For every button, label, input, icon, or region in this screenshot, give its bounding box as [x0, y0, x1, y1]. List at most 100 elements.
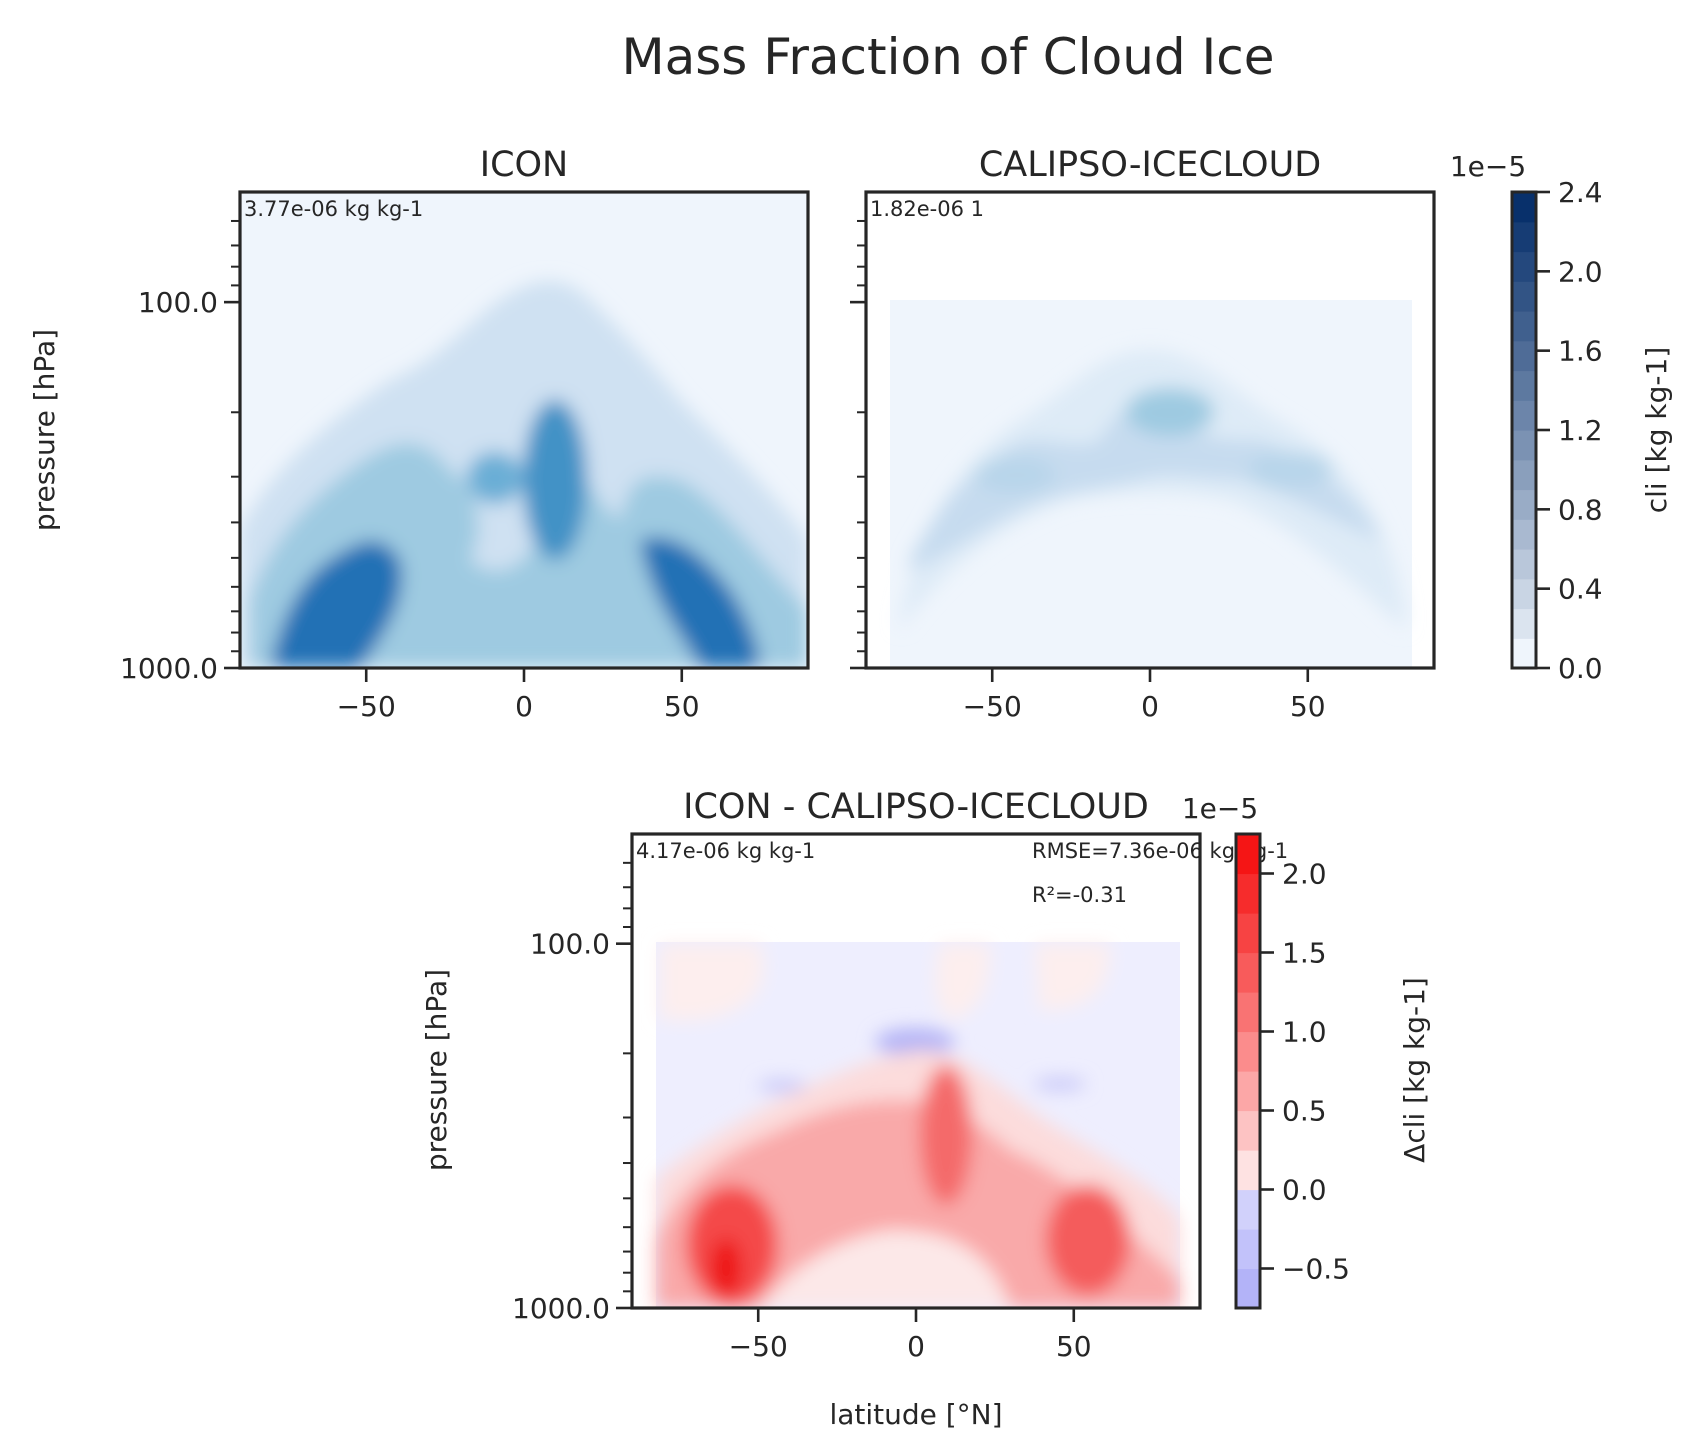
- colorbar-cli-cell: [1512, 400, 1536, 431]
- panel-difference-title: ICON - CALIPSO-ICECLOUD: [683, 787, 1149, 827]
- panel-difference-xlabel: latitude [°N]: [829, 1398, 1002, 1431]
- panel-difference-frame: [630, 832, 1202, 1310]
- colorbar-dcli-cells: [1236, 834, 1260, 1309]
- colorbar-dcli-tick-label: 2.0: [1282, 858, 1327, 891]
- x-tick-label: 0: [907, 1330, 925, 1363]
- colorbar-cli-tick-label: 1.2: [1558, 414, 1603, 447]
- x-tick-label: 50: [1290, 690, 1326, 723]
- colorbar-cli-cell: [1512, 370, 1536, 401]
- panel-calipso-title: CALIPSO-ICECLOUD: [979, 145, 1321, 185]
- colorbar-cli-ticks: 0.0 0.4 0.8 1.2 1.6 2.0 2.4: [1536, 176, 1603, 685]
- figure-title: Mass Fraction of Cloud Ice: [621, 28, 1274, 86]
- colorbar-dcli-ticks: −0.5 0.0 0.5 1.0 1.5 2.0: [1260, 858, 1350, 1286]
- colorbar-cli-cell: [1512, 281, 1536, 312]
- icon-contour-north: [640, 537, 760, 668]
- colorbar-cli-cell: [1512, 608, 1536, 639]
- colorbar-cli-tick-label: 0.0: [1558, 652, 1603, 685]
- panel-icon-marks: −50 0 50 100.0 1000.0: [120, 219, 700, 723]
- colorbar-cli-cell: [1512, 340, 1536, 372]
- colorbar-dcli-tick-label: −0.5: [1282, 1253, 1350, 1286]
- calipso-contour-peak: [1126, 388, 1214, 436]
- colorbar-cli-tick-label: 2.0: [1558, 255, 1603, 288]
- diff-pale-upper-2: [935, 944, 990, 1020]
- colorbar-dcli-tick-label: 1.0: [1282, 1016, 1327, 1049]
- colorbar-dcli-cell: [1236, 1229, 1260, 1270]
- y-tick-label: 1000.0: [512, 1292, 610, 1325]
- colorbar-cli-cell: [1512, 489, 1536, 520]
- icon-contour-side: [467, 452, 523, 504]
- colorbar-dcli-cell: [1236, 1031, 1260, 1072]
- colorbar-cli-cell: [1512, 638, 1536, 669]
- colorbar-cli-cell: [1512, 311, 1536, 342]
- colorbar-dcli-cell: [1236, 834, 1260, 875]
- y-tick-label: 100.0: [530, 928, 610, 961]
- diff-negative-core: [875, 1028, 955, 1056]
- colorbar-cli-tick-label: 0.8: [1558, 493, 1603, 526]
- colorbar-dcli-tick-label: 0.5: [1282, 1095, 1327, 1128]
- panel-difference: ICON - CALIPSO-ICECLOUD −50 0 50 100.0 1000.…: [420, 787, 1288, 1431]
- colorbar-cli-cells: [1512, 192, 1536, 669]
- panel-calipso: CALIPSO-ICECLOUD −50 0 50 1.82e-06 1: [850, 145, 1436, 723]
- panel-calipso-field: [866, 192, 1434, 668]
- diff-positive-north: [1046, 1185, 1130, 1295]
- diff-negative-right: [1034, 1078, 1086, 1090]
- panel-icon-title: ICON: [480, 145, 569, 185]
- colorbar-dcli-cell: [1236, 1268, 1260, 1309]
- colorbar-dcli-cell: [1236, 1189, 1260, 1230]
- x-tick-label: −50: [729, 1330, 788, 1363]
- colorbar-cli-cell: [1512, 251, 1536, 282]
- diff-positive-peak: [710, 1238, 742, 1298]
- colorbar-cli-cell: [1512, 519, 1536, 550]
- colorbar-cli-cell: [1512, 549, 1536, 580]
- colorbar-cli-cell: [1512, 221, 1536, 253]
- x-tick-label: 0: [515, 690, 533, 723]
- panel-icon-field: [240, 192, 808, 668]
- colorbar-cli-label: cli [kg kg-1]: [1640, 347, 1673, 514]
- calipso-contour-south: [975, 457, 1055, 493]
- calipso-contour-mid: [910, 402, 1380, 570]
- colorbar-cli: 0.0 0.4 0.8 1.2 1.6 2.0 2.4 1e−5 cli [kg kg-1]: [1450, 150, 1673, 685]
- colorbar-dcli-cell: [1236, 952, 1260, 993]
- diff-positive-central: [920, 1065, 972, 1205]
- colorbar-cli-tick-label: 2.4: [1558, 176, 1603, 209]
- icon-contour-central: [523, 400, 587, 560]
- calipso-contour-north: [1248, 452, 1332, 488]
- colorbar-dcli-cell: [1236, 1110, 1260, 1151]
- panel-calipso-annotation: 1.82e-06 1: [870, 197, 984, 221]
- colorbar-dcli-cell: [1236, 1150, 1260, 1191]
- y-tick-label: 100.0: [138, 286, 218, 319]
- colorbar-dcli-cell: [1236, 1071, 1260, 1112]
- y-tick-label: 1000.0: [120, 652, 218, 685]
- panel-difference-field: [632, 834, 1200, 1308]
- panel-icon-ylabel: pressure [hPa]: [28, 329, 61, 531]
- diff-pale-upper-3: [1035, 944, 1110, 1010]
- panel-difference-r2: R²=-0.31: [1032, 883, 1127, 907]
- colorbar-dcli-label: Δcli [kg kg-1]: [1398, 977, 1431, 1163]
- colorbar-dcli-exponent: 1e−5: [1182, 792, 1258, 825]
- colorbar-cli-cell: [1512, 459, 1536, 491]
- colorbar-cli-tick-label: 1.6: [1558, 335, 1603, 368]
- colorbar-dcli-tick-label: 0.0: [1282, 1174, 1327, 1207]
- colorbar-dcli-cell: [1236, 873, 1260, 914]
- diff-inner-low: [760, 1230, 1010, 1308]
- panel-icon-frame: [238, 190, 810, 670]
- panel-difference-ylabel: pressure [hPa]: [420, 969, 453, 1171]
- colorbar-dcli-cell: [1236, 913, 1260, 954]
- colorbar-dcli-frame: [1234, 832, 1262, 1310]
- panel-icon-annotation: 3.77e-06 kg kg-1: [244, 197, 423, 221]
- x-tick-label: 50: [664, 690, 700, 723]
- icon-contour-south: [270, 541, 402, 668]
- colorbar-dcli: −0.5 0.0 0.5 1.0 1.5 2.0 1e−5 Δcli [kg kg-1]: [1182, 792, 1431, 1310]
- x-tick-label: −50: [337, 690, 396, 723]
- colorbar-dcli-tick-label: 1.5: [1282, 937, 1327, 970]
- colorbar-cli-cell: [1512, 430, 1536, 461]
- colorbar-cli-exponent: 1e−5: [1450, 150, 1526, 183]
- calipso-contour-envelope: [900, 350, 1405, 630]
- diff-negative-left: [758, 1080, 806, 1092]
- panel-calipso-frame: [864, 190, 1436, 670]
- x-tick-label: 50: [1056, 1330, 1092, 1363]
- diff-pale-upper-1: [660, 944, 764, 1020]
